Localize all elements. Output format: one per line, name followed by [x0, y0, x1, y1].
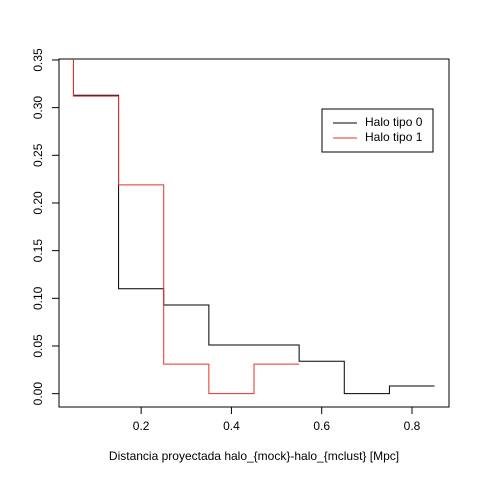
plot-frame	[58, 58, 450, 408]
x-axis-label: Distancia proyectada halo_{mock}-halo_{m…	[109, 449, 399, 463]
x-tick-label: 0.6	[313, 419, 330, 433]
y-tick-label: 0.15	[31, 239, 45, 263]
legend-label: Halo tipo 0	[365, 115, 423, 129]
x-tick-label: 0.4	[223, 419, 240, 433]
y-tick-label: 0.35	[31, 48, 45, 72]
y-tick-label: 0.20	[31, 191, 45, 215]
legend-label: Halo tipo 1	[365, 130, 423, 144]
y-tick-label: 0.30	[31, 96, 45, 120]
y-tick-label: 0.00	[31, 382, 45, 406]
step-line	[72, 59, 435, 395]
y-tick-label: 0.05	[31, 334, 45, 358]
legend-box	[321, 108, 434, 153]
y-tick-label: 0.10	[31, 286, 45, 310]
step-line	[72, 59, 300, 395]
x-tick-label: 0.8	[404, 419, 421, 433]
y-tick-label: 0.25	[31, 143, 45, 167]
x-tick-label: 0.2	[133, 419, 150, 433]
